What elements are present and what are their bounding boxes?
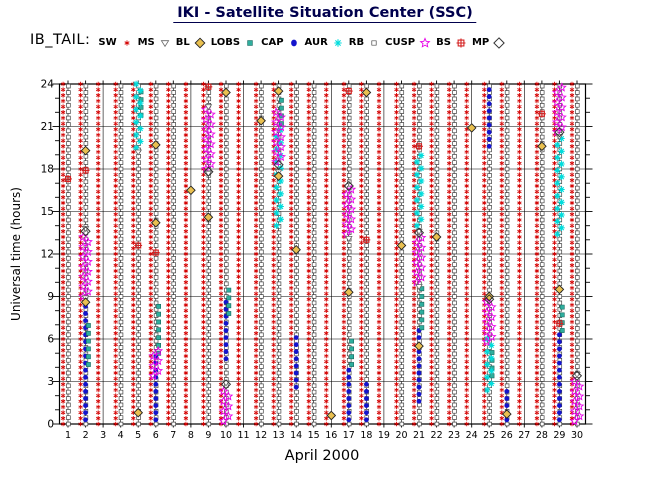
legend-item-label: MS	[137, 37, 155, 48]
y-tick-label: 15	[41, 206, 54, 218]
x-tick-label: 14	[290, 430, 302, 441]
page-title: IKI - Satellite Situation Center (SSC)	[173, 5, 477, 23]
series-bs	[64, 82, 564, 328]
legend-item-sw: SW	[98, 36, 135, 50]
x-tick-label: 27	[518, 430, 530, 441]
legend-item-ms: MS	[138, 36, 174, 50]
x-tick-label: 8	[188, 430, 194, 441]
x-tick-label: 3	[100, 430, 106, 441]
x-tick-label: 19	[378, 430, 390, 441]
legend-item-cap: CAP	[261, 36, 302, 50]
legend-item-label: SW	[98, 37, 117, 48]
y-axis-label: Universal time (hours)	[9, 187, 23, 321]
x-tick-label: 1	[65, 430, 71, 441]
y-tick-label: 12	[41, 249, 54, 261]
legend-item-bl: BL	[176, 36, 209, 50]
x-tick-label: 16	[325, 430, 337, 441]
x-tick-label: 4	[118, 430, 124, 441]
legend-item-lobs: LOBS	[211, 36, 259, 50]
cap-legend-icon	[290, 39, 297, 46]
y-tick-label: 9	[47, 291, 54, 303]
legend-item-label: BL	[175, 37, 190, 48]
x-tick-label: 9	[205, 430, 211, 441]
series-lobs	[86, 89, 565, 379]
legend-item-label: RB	[348, 37, 365, 48]
y-tick-label: 24	[41, 79, 55, 91]
legend-title: IB_TAIL:	[30, 31, 91, 48]
x-tick-label: 21	[413, 430, 425, 441]
legend-item-mp: MP	[472, 36, 508, 50]
legend-items: SW MS BL LOBS CAP AUR RB CUSP BS MP	[98, 30, 510, 50]
x-tick-label: 12	[255, 430, 267, 441]
series-cusp	[78, 82, 585, 426]
x-tick-label: 25	[483, 430, 495, 441]
aur-legend-icon	[334, 38, 342, 47]
lobs-legend-icon	[247, 39, 253, 46]
y-tick-label: 3	[47, 376, 54, 388]
cusp-legend-icon	[419, 36, 431, 48]
x-tick-label: 6	[153, 430, 159, 441]
y-tick-label: 18	[41, 164, 54, 176]
x-tick-label: 29	[553, 430, 565, 441]
x-tick-label: 13	[273, 430, 285, 441]
legend-item-label: MP	[471, 37, 490, 48]
x-tick-label: 28	[536, 430, 548, 441]
series-mp	[80, 127, 583, 390]
x-tick-label: 17	[343, 430, 355, 441]
legend-item-aur: AUR	[305, 36, 347, 50]
y-tick-label: 21	[41, 121, 54, 133]
legend-item-label: CUSP	[385, 37, 416, 48]
x-tick-label: 10	[220, 430, 232, 441]
y-tick-label: 6	[47, 334, 54, 346]
x-tick-label: 11	[237, 430, 249, 441]
x-tick-label: 30	[571, 430, 583, 441]
x-tick-label: 18	[360, 430, 372, 441]
legend-item-label: CAP	[261, 37, 284, 48]
legend-item-label: BS	[436, 37, 451, 48]
series-bl	[80, 86, 565, 421]
legend-item-cusp: CUSP	[385, 36, 434, 50]
x-axis-label: April 2000	[285, 448, 360, 464]
y-tick-label: 0	[47, 419, 54, 431]
legend-item-rb: RB	[349, 36, 383, 50]
x-tick-label: 22	[431, 430, 443, 441]
rb-legend-icon	[371, 39, 377, 46]
bs-legend-icon	[456, 38, 466, 47]
legend-item-bs: BS	[436, 36, 470, 50]
x-tick-label: 7	[170, 430, 176, 441]
sw-legend-icon	[124, 39, 130, 46]
x-tick-label: 23	[448, 430, 460, 441]
legend-item-label: AUR	[304, 37, 328, 48]
x-tick-label: 15	[308, 430, 320, 441]
mp-legend-icon	[493, 36, 506, 49]
x-tick-label: 2	[83, 430, 89, 441]
bl-legend-icon	[194, 37, 206, 48]
legend: IB_TAIL: SW MS BL LOBS CAP AUR RB CUSP BS MP	[30, 30, 510, 50]
legend-item-label: LOBS	[210, 37, 241, 48]
x-tick-label: 26	[501, 430, 513, 441]
x-tick-label: 5	[135, 430, 141, 441]
x-tick-label: 20	[395, 430, 407, 441]
ms-legend-icon	[160, 39, 170, 47]
x-tick-label: 24	[466, 430, 478, 441]
